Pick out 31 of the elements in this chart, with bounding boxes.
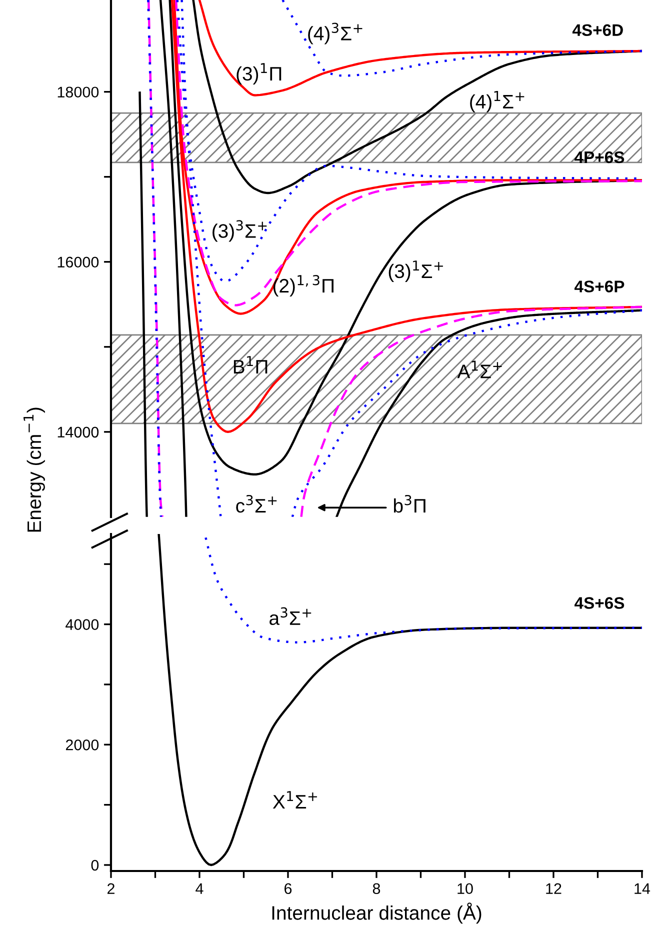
annotation: (4)$^{3}$Σ$^{+}$ <box>308 22 362 44</box>
y-tick-label: 18000 <box>58 86 99 98</box>
y-tick-label: 0 <box>91 860 99 871</box>
annotation: (3)$^{1}$Π <box>236 63 282 85</box>
annotation: b$^{3}$Π <box>394 494 426 513</box>
y-tick-label: 14000 <box>58 426 99 438</box>
x-tick-label: 8 <box>372 883 380 894</box>
y-tick-label: 4000 <box>66 619 99 630</box>
annotation: a$^{3}$Σ$^{+}$ <box>270 607 312 626</box>
y-tick-label: 16000 <box>58 256 99 268</box>
x-tick-label: 6 <box>284 883 292 894</box>
annotation: 4S+6S <box>574 597 624 609</box>
annotation: (3)$^{1}$Σ$^{+}$ <box>388 260 443 282</box>
annotation: (2)$^{1,3}$Π <box>273 274 334 297</box>
annotation: X$^{1}$Σ$^{+}$ <box>272 791 317 809</box>
x-tick-label: 14 <box>634 883 650 894</box>
x-tick-label: 2 <box>108 883 114 894</box>
y-tick-label: 2000 <box>66 740 99 750</box>
annotation: 4S+6D <box>572 24 623 36</box>
annotation: c$^{3}$Σ$^{+}$ <box>236 494 277 513</box>
x-tick-label: 10 <box>458 883 473 894</box>
annotation: (3)$^{3}$Σ$^{+}$ <box>212 220 267 242</box>
annotation: 4P+6S <box>574 151 624 164</box>
annotation: (4)$^{1}$Σ$^{+}$ <box>470 91 524 112</box>
annotation: A$^{1}$Σ$^{+}$ <box>457 360 502 378</box>
y-axis-title: Energy (cm$^{−1}$) <box>24 408 45 532</box>
x-tick-label: 12 <box>546 883 562 894</box>
annotation: 4S+6P <box>574 280 624 292</box>
annotation: B$^{1}$Π <box>234 356 268 374</box>
x-tick-label: 4 <box>196 883 204 894</box>
x-axis-title: Internuclear distance (Å) <box>272 902 482 924</box>
